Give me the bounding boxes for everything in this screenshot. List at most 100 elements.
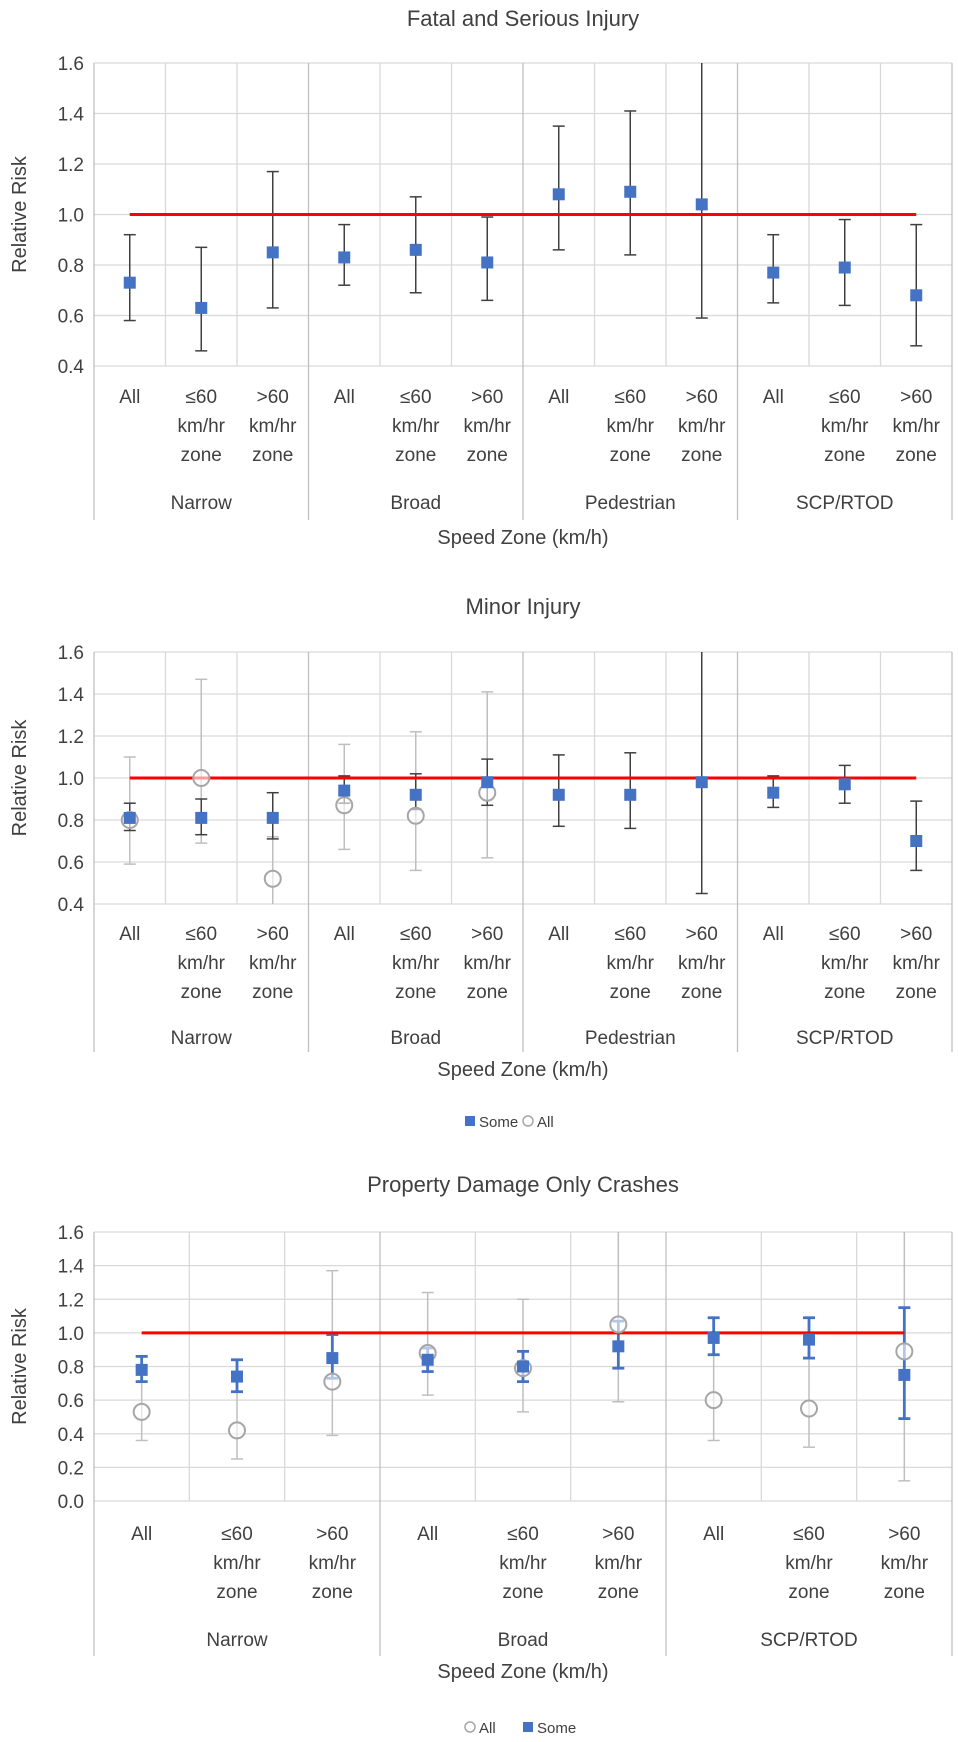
data-point-circle [609, 1315, 628, 1334]
x-tick-label: zone [896, 982, 937, 1003]
data-point-circle [704, 1391, 723, 1410]
y-axis-label: Relative Risk [9, 719, 31, 837]
x-tick-label: km/hr [607, 953, 655, 974]
legend-label: All [537, 1114, 554, 1131]
y-tick-label: 0.0 [58, 1492, 84, 1513]
y-tick-label: 1.2 [58, 155, 84, 176]
x-tick-label: zone [884, 1582, 925, 1603]
x-tick-label: All [703, 1524, 724, 1545]
x-tick-label: zone [467, 445, 508, 466]
data-point-square [231, 1370, 243, 1383]
legend-marker-square [465, 1116, 475, 1126]
x-tick-label: km/hr [178, 953, 226, 974]
x-tick-label: zone [181, 982, 222, 1003]
x-tick-label: >60 [257, 387, 289, 408]
x-tick-label: >60 [900, 924, 932, 945]
data-point-square [266, 811, 279, 824]
y-axis-label: Relative Risk [9, 1307, 31, 1425]
data-point-circle [323, 1372, 342, 1391]
data-point-square [123, 811, 136, 824]
y-tick-label: 0.6 [58, 853, 84, 874]
x-tick-label: ≤60 [793, 1524, 825, 1545]
data-point-square [910, 835, 923, 847]
x-tick-label: zone [312, 1582, 353, 1603]
data-point-square [195, 811, 208, 824]
x-tick-label: All [119, 924, 140, 945]
data-point-square [409, 243, 422, 256]
chart-title: Fatal and Serious Injury [407, 6, 639, 31]
data-point-square [135, 1363, 148, 1376]
x-tick-label: >60 [471, 924, 503, 945]
x-tick-label: zone [610, 445, 651, 466]
y-tick-label: 1.6 [58, 54, 84, 75]
x-tick-label: >60 [686, 387, 718, 408]
group-label: Pedestrian [585, 1028, 676, 1049]
x-tick-label: km/hr [821, 416, 869, 437]
legend-marker-circle [464, 1721, 476, 1733]
data-point-square [767, 786, 780, 799]
x-tick-label: All [131, 1524, 152, 1545]
x-tick-label: km/hr [464, 953, 512, 974]
data-point-square [767, 266, 780, 279]
x-tick-label: km/hr [392, 416, 440, 437]
data-point-square [910, 289, 923, 302]
x-tick-label: km/hr [893, 953, 941, 974]
x-tick-label: All [763, 924, 784, 945]
x-tick-label: zone [502, 1582, 543, 1603]
x-tick-label: >60 [686, 924, 718, 945]
chart-title: Minor Injury [466, 594, 581, 619]
x-tick-label: zone [395, 982, 436, 1003]
y-tick-label: 0.6 [58, 1391, 84, 1412]
chart-3: Property Damage Only Crashes 0.0 0.2 0.4 0.6… [9, 1172, 953, 1737]
data-point-square [898, 1368, 911, 1381]
x-tick-label: km/hr [607, 416, 655, 437]
x-tick-label: zone [681, 445, 722, 466]
data-point-square [481, 256, 494, 269]
x-tick-label: All [548, 387, 569, 408]
x-tick-label: zone [467, 982, 508, 1003]
x-tick-label: zone [216, 1582, 257, 1603]
y-tick-label: 0.8 [58, 1358, 84, 1379]
x-tick-label: All [763, 387, 784, 408]
x-tick-label: >60 [888, 1524, 920, 1545]
x-tick-label: zone [824, 982, 865, 1003]
y-tick-label: 0.4 [58, 895, 85, 916]
data-point-circle [895, 1342, 914, 1361]
legend-label: Some [479, 1114, 518, 1131]
y-tick-label: 0.4 [58, 357, 85, 378]
x-tick-label: km/hr [392, 953, 440, 974]
x-tick-label: zone [252, 445, 293, 466]
x-tick-label: km/hr [595, 1553, 643, 1574]
x-tick-label: All [119, 387, 140, 408]
x-tick-label: zone [681, 982, 722, 1003]
chart-2: Minor Injury 0.4 0.6 0.8 1.0 1.2 1.4 1.6 All ≤60 k… [9, 594, 953, 1131]
x-tick-label: ≤60 [185, 387, 217, 408]
y-tick-label: 0.8 [58, 811, 84, 832]
x-tick-label: ≤60 [400, 387, 432, 408]
chart-title: Property Damage Only Crashes [367, 1172, 679, 1197]
x-tick-label: ≤60 [507, 1524, 539, 1545]
y-tick-label: 0.4 [58, 1425, 85, 1446]
x-tick-label: ≤60 [221, 1524, 253, 1545]
x-tick-label: km/hr [678, 953, 726, 974]
y-tick-label: 1.0 [58, 1324, 84, 1345]
data-point-square [838, 261, 851, 274]
x-axis-label: Speed Zone (km/h) [437, 527, 608, 549]
data-point-square [552, 788, 565, 801]
data-point-square [803, 1333, 815, 1346]
group-label: Broad [390, 493, 441, 514]
x-tick-label: All [417, 1524, 438, 1545]
y-tick-label: 0.2 [58, 1458, 84, 1479]
x-tick-label: km/hr [499, 1553, 547, 1574]
x-tick-label: km/hr [785, 1553, 833, 1574]
x-tick-label: >60 [257, 924, 289, 945]
x-tick-label: km/hr [249, 416, 297, 437]
x-tick-label: All [548, 924, 569, 945]
legend-label: All [479, 1720, 496, 1737]
data-point-square [695, 776, 708, 789]
data-point-circle [335, 796, 354, 815]
group-label: SCP/RTOD [796, 1028, 894, 1049]
group-label: Narrow [171, 1028, 233, 1049]
x-tick-label: ≤60 [400, 924, 432, 945]
data-point-circle [263, 869, 282, 888]
